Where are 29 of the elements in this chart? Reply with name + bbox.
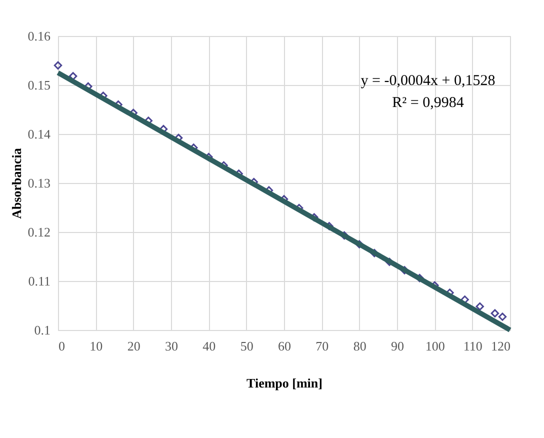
annotation: R² = 0,9984	[392, 95, 464, 111]
x-tick-label: 0	[58, 338, 65, 354]
x-tick-label: 60	[278, 338, 291, 354]
y-tick-label: 0.13	[28, 176, 50, 190]
x-tick-label: 80	[353, 338, 366, 354]
x-tick-label: 90	[391, 338, 404, 354]
y-tick-label: 0.16	[28, 28, 51, 44]
x-axis-title: Tiempo [min]	[246, 376, 322, 390]
y-axis-title: Absorbancia	[8, 148, 24, 219]
y-tick-label: 0.12	[28, 224, 50, 240]
point	[54, 61, 62, 70]
annotation: y = -0,0004x + 0,1528	[360, 73, 496, 89]
point	[68, 72, 78, 80]
x-tick-label: 120	[491, 338, 510, 354]
x-tick-label: 30	[165, 338, 178, 354]
x-tick-label: 40	[202, 338, 216, 354]
y-tick-label: 0.14	[28, 126, 51, 142]
x-tick-label: 70	[316, 338, 329, 354]
x-tick-label: 10	[90, 338, 103, 354]
x-tick-label: 20	[127, 338, 140, 354]
point	[490, 309, 500, 318]
y-tick-label: 0.15	[28, 78, 50, 92]
y-tick-label: 0.11	[28, 274, 50, 288]
point	[476, 302, 484, 311]
point	[498, 312, 507, 321]
x-tick-label: 110	[463, 338, 482, 354]
y-tick-label: 0.1	[34, 322, 50, 338]
x-tick-label: 100	[425, 338, 445, 354]
x-tick-label: 50	[240, 338, 254, 354]
